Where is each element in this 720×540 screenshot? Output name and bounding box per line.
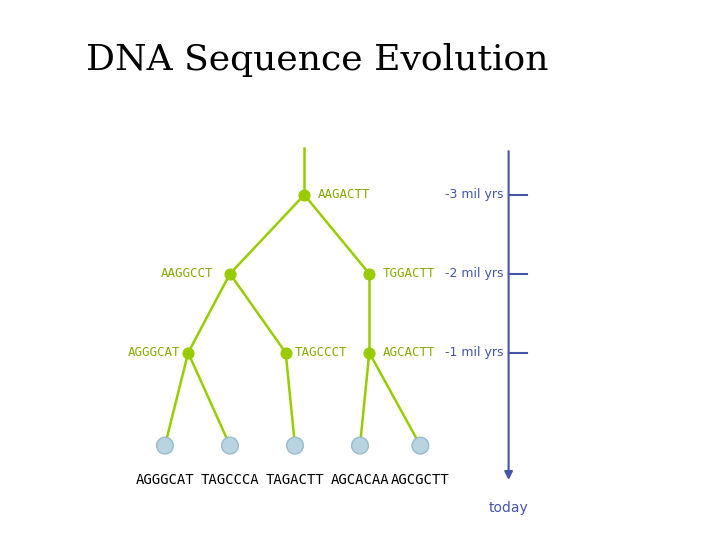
Text: TAGACTT: TAGACTT [266, 474, 324, 488]
Circle shape [412, 437, 428, 454]
Point [224, 269, 235, 278]
Point [182, 348, 194, 357]
Text: TAGCCCT: TAGCCCT [295, 346, 348, 359]
Circle shape [222, 437, 238, 454]
Text: -2 mil yrs: -2 mil yrs [446, 267, 504, 280]
Circle shape [156, 437, 174, 454]
Point [364, 269, 375, 278]
Point [280, 348, 292, 357]
Text: today: today [489, 501, 528, 515]
Text: AGGGCAT: AGGGCAT [127, 346, 180, 359]
Text: AGCGCTT: AGCGCTT [391, 474, 450, 488]
Circle shape [287, 437, 303, 454]
Circle shape [351, 437, 369, 454]
Text: -1 mil yrs: -1 mil yrs [446, 346, 504, 359]
Text: AAGACTT: AAGACTT [318, 188, 371, 201]
Text: AGCACAA: AGCACAA [330, 474, 390, 488]
Text: AGGGCAT: AGGGCAT [135, 474, 194, 488]
Point [364, 348, 375, 357]
Text: TAGCCCA: TAGCCCA [201, 474, 259, 488]
Text: AGCACTT: AGCACTT [383, 346, 436, 359]
Point [299, 191, 310, 199]
Text: AAGGCCT: AAGGCCT [161, 267, 213, 280]
Text: TGGACTT: TGGACTT [383, 267, 436, 280]
Text: DNA Sequence Evolution: DNA Sequence Evolution [86, 43, 548, 77]
Text: -3 mil yrs: -3 mil yrs [446, 188, 504, 201]
